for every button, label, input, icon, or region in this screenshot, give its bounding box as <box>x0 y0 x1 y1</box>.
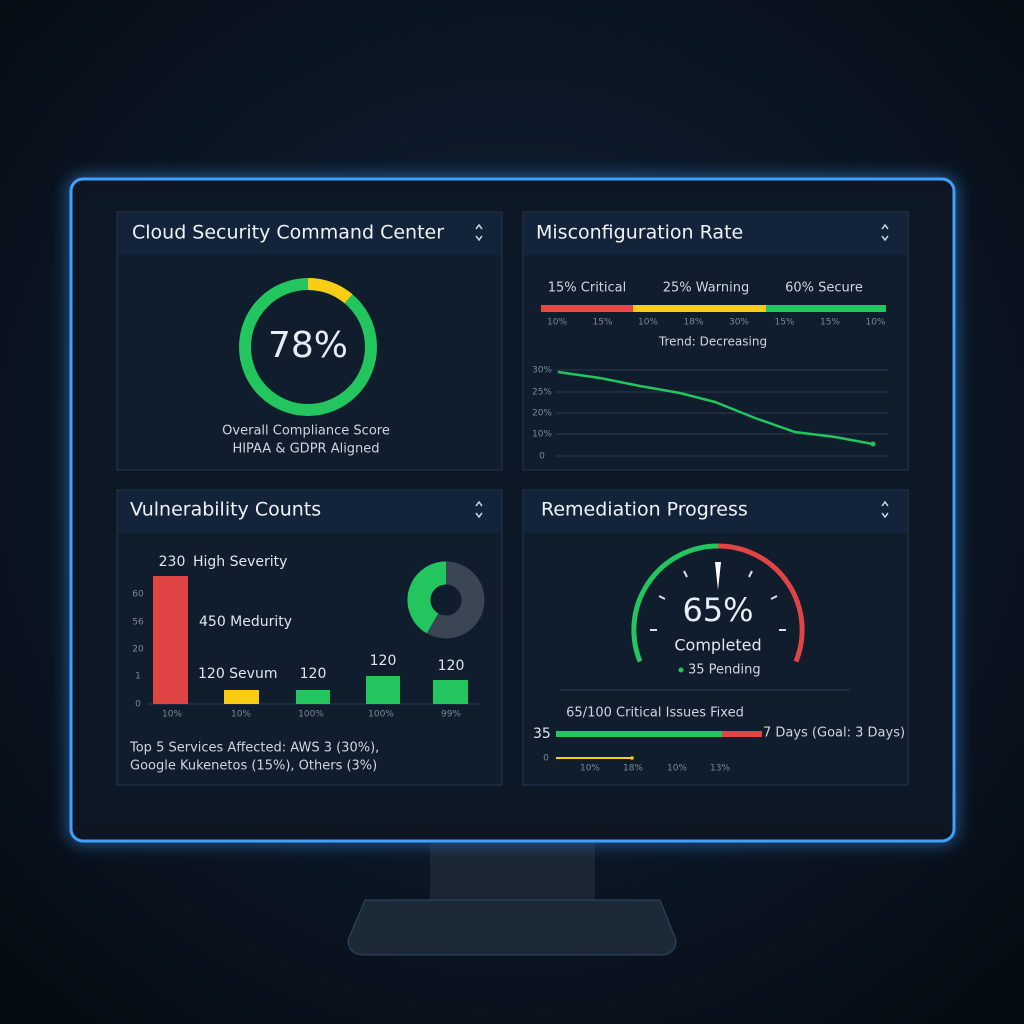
panel-menu-icon[interactable] <box>475 223 483 242</box>
gauge-arc <box>631 543 719 663</box>
bar <box>153 576 188 704</box>
axis-label: 10% <box>667 764 687 774</box>
segment-label: 15% Critical <box>548 281 627 296</box>
pending-dot <box>678 667 684 673</box>
y-label: 20% <box>532 409 552 419</box>
progress-bar <box>722 731 762 737</box>
panel-header <box>118 213 501 255</box>
caption: HIPAA & GDPR Aligned <box>232 442 379 457</box>
scale-label: 15% <box>592 318 612 328</box>
compliance-ring-segment <box>307 277 353 304</box>
scale-label: 30% <box>729 318 749 328</box>
trend-end <box>870 441 876 447</box>
y-label: 30% <box>532 366 552 376</box>
panel-title: Remediation Progress <box>541 499 748 521</box>
scale-label: 15% <box>820 318 840 328</box>
x-label: 10% <box>231 710 251 720</box>
segment-label: 60% Secure <box>785 281 863 296</box>
segment-bar <box>766 305 886 312</box>
days-label: 7 Days (Goal: 3 Days) <box>763 726 905 741</box>
pending-label: 35 Pending <box>688 663 761 678</box>
trend-label: Trend: Decreasing <box>658 335 767 349</box>
axis-label: 10% <box>580 764 600 774</box>
segment-bar <box>633 305 766 312</box>
x-label: 99% <box>441 710 461 720</box>
bar-label: High Severity <box>193 554 287 570</box>
x-label: 100% <box>298 710 324 720</box>
panel-title: Vulnerability Counts <box>130 499 321 521</box>
y-label: 10% <box>532 430 552 440</box>
y-label: 25% <box>532 388 552 398</box>
panel-header <box>118 491 501 533</box>
scale-label: 10% <box>547 318 567 328</box>
bar-label: 120 Sevum <box>198 666 277 682</box>
panel-menu-icon[interactable] <box>881 500 889 519</box>
scale-label: 10% <box>638 318 658 328</box>
compliance-score: 78% <box>268 325 348 366</box>
panel-title: Cloud Security Command Center <box>132 222 444 244</box>
x-label: 10% <box>162 710 182 720</box>
y-axis: 60 56 20 1 0 <box>132 590 144 710</box>
count-label: 35 <box>533 726 551 742</box>
trend-line <box>557 370 874 446</box>
scale-label: 10% <box>865 318 885 328</box>
y-label: 0 <box>135 700 141 710</box>
x-axis: 10% 10% 100% 100% 99% <box>162 710 461 720</box>
gauge-arc <box>717 543 805 663</box>
scale-label: 15% <box>774 318 794 328</box>
service-donut-segment <box>407 561 447 634</box>
x-label: 100% <box>368 710 394 720</box>
gauge-needle <box>715 562 721 590</box>
y-label: 1 <box>135 672 141 682</box>
gauge-status: Completed <box>674 636 761 655</box>
panel-header <box>524 491 907 533</box>
footer-text: Top 5 Services Affected: AWS 3 (30%), <box>129 741 379 756</box>
trend-axis: 30% 25% 20% 10% 0 <box>532 366 888 462</box>
panel-title: Misconfiguration Rate <box>536 222 743 244</box>
scale-labels: 10% 15% 10% 18% 30% 15% 15% 10% <box>547 318 886 328</box>
caption: Overall Compliance Score <box>222 424 390 439</box>
segment-label: 25% Warning <box>663 281 749 296</box>
y-label: 56 <box>132 618 144 628</box>
monitor-neck <box>430 840 595 902</box>
bar <box>433 680 468 704</box>
scale-label: 18% <box>683 318 703 328</box>
remediation-axis: 0 10% 18% 10% 13% <box>543 754 730 774</box>
monitor-base <box>347 899 677 956</box>
bar-label: 450 Medurity <box>199 614 292 630</box>
panel-menu-icon[interactable] <box>881 223 889 242</box>
y-label: 20 <box>132 645 144 655</box>
panel-header <box>524 213 907 255</box>
y-label: 60 <box>132 590 144 600</box>
fixed-label: 65/100 Critical Issues Fixed <box>566 706 744 721</box>
bar <box>296 690 330 704</box>
progress-bar <box>556 731 722 737</box>
bar-label: 120 <box>370 653 397 669</box>
bar <box>224 690 259 704</box>
y-label: 0 <box>539 452 545 462</box>
bar-label: 120 <box>438 658 465 674</box>
footer-text: Google Kukenetos (15%), Others (3%) <box>130 759 377 774</box>
segment-bar <box>541 305 633 312</box>
gauge-ticks <box>650 570 786 631</box>
axis-label: 18% <box>623 764 643 774</box>
axis-label: 0 <box>543 754 549 764</box>
bar-label: 120 <box>300 666 327 682</box>
gauge-value: 65% <box>682 591 753 629</box>
bar <box>366 676 400 704</box>
axis-label: 13% <box>710 764 730 774</box>
bar-label: 230 <box>159 554 186 570</box>
panel-menu-icon[interactable] <box>475 500 483 519</box>
axis-progress-end <box>630 756 634 760</box>
